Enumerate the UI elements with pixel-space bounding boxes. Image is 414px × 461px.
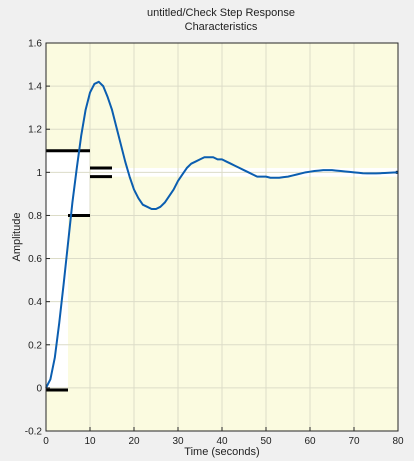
chart-title-line-2: Characteristics [185,21,258,33]
y-tick-label-7: 1.2 [28,125,42,136]
y-tick-label-5: 0.8 [28,211,42,222]
x-tick-label-3: 30 [172,436,184,447]
y-tick-label-1: 0 [36,383,42,394]
y-tick-label-3: 0.4 [28,297,42,308]
series-layer [45,80,399,389]
y-tick-label-8: 1.4 [28,82,42,93]
x-tick-label-1: 10 [84,436,96,447]
x-tick-label-6: 60 [304,436,316,447]
x-axis-label: Time (seconds) [184,446,259,458]
x-tick-label-0: 0 [43,436,49,447]
y-tick-label-6: 1 [36,168,42,179]
y-tick-label-9: 1.6 [28,39,42,50]
axis-ticks: 0 10 20 30 40 50 60 70 80-0.200.20.40.60.811.21.… [25,39,404,448]
x-tick-label-4: 40 [216,436,228,447]
y-tick-label-4: 0.6 [28,254,42,265]
y-tick-label-2: 0.2 [28,340,42,351]
grid-lines [46,43,398,431]
bound-region-0 [46,150,68,391]
series-line-0 [45,80,399,389]
x-tick-label-5: 50 [260,436,272,447]
x-tick-label-7: 70 [348,436,360,447]
y-axis-label: Amplitude [11,213,23,262]
y-tick-label-0: -0.2 [25,427,43,438]
x-tick-label-2: 20 [128,436,140,447]
x-tick-label-8: 80 [392,436,404,447]
chart-title-line-1: untitled/Check Step Response [147,7,295,19]
